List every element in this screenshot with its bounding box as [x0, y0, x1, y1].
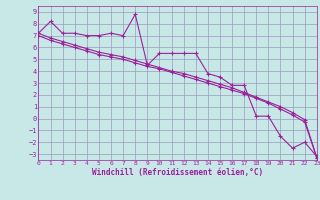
X-axis label: Windchill (Refroidissement éolien,°C): Windchill (Refroidissement éolien,°C) [92, 168, 263, 177]
